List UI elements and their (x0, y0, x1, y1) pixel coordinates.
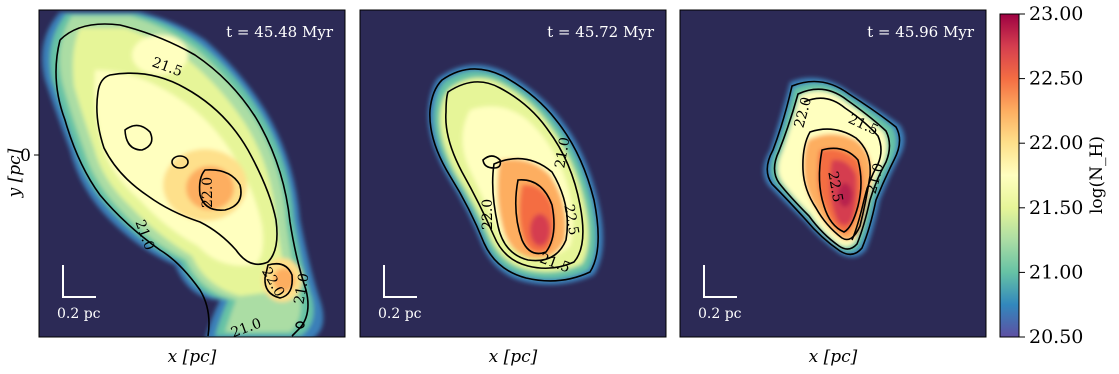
colorbar-tick-label: 21.50 (1029, 197, 1083, 219)
panel-3-contour-label: 22.5 (824, 170, 845, 203)
panel-3-frame (679, 9, 987, 338)
panel-1: t = 45.48 Myr 21.5 22.0 22.0 21.0 21.0 2… (5, 9, 346, 367)
panel-3-xlabel: x [pc] (809, 347, 858, 367)
panel-1-scale-label: 0.2 pc (57, 306, 101, 322)
panel-1-time-label: t = 45.48 Myr (226, 23, 334, 41)
panel-1-frame (38, 9, 346, 338)
panel-2: t = 45.72 Myr 21.0 22.0 22.5 21.5 0.2 pc… (359, 9, 667, 367)
panel-2-scale-label: 0.2 pc (378, 306, 422, 322)
colorbar: 23.00 22.50 22.00 21.50 21.00 20.50 log(N_H) (999, 3, 1107, 348)
panel-1-contour-label: 21.0 (291, 272, 312, 305)
panel-2-map (427, 64, 604, 285)
colorbar-tick-label: 20.50 (1029, 326, 1083, 348)
panel-2-frame (359, 9, 667, 338)
panel-1-ytick-label: 0 (20, 146, 31, 166)
panel-3-time-label: t = 45.96 Myr (867, 23, 975, 41)
panel-3-contour-label: 21.0 (864, 161, 888, 195)
panel-1-ylabel: y [pc] (5, 148, 25, 198)
panel-2-time-label: t = 45.72 Myr (547, 23, 655, 41)
panel-3-scale-label: 0.2 pc (698, 306, 742, 322)
panel-3: t = 45.96 Myr 22.0 21.5 22.5 21.0 0.2 pc… (679, 9, 987, 367)
colorbar-tick-label: 23.00 (1029, 3, 1083, 25)
panel-3-scale-bar: 0.2 pc (698, 265, 742, 322)
panel-2-contour-label: 22.5 (560, 203, 581, 236)
panel-1-contour-label: 22.0 (200, 177, 216, 208)
panel-1-map (42, 12, 324, 337)
colorbar-tick-label: 22.50 (1029, 68, 1083, 90)
panel-3-contour-label: 22.0 (792, 95, 816, 129)
panel-1-scale-bar: 0.2 pc (57, 265, 101, 322)
panel-2-xlabel: x [pc] (489, 347, 538, 367)
colorbar-ticks: 23.00 22.50 22.00 21.50 21.00 20.50 (1019, 3, 1083, 348)
colorbar-label: log(N_H) (1087, 136, 1107, 214)
colorbar-tick-label: 22.00 (1029, 132, 1083, 154)
panel-3-map (763, 77, 905, 258)
colorbar-gradient (999, 13, 1020, 338)
panel-2-contour-label: 22.0 (480, 199, 496, 230)
panel-2-contour-label: 21.0 (552, 136, 573, 169)
panel-2-scale-bar: 0.2 pc (378, 265, 422, 322)
colorbar-tick-label: 21.00 (1029, 261, 1083, 283)
panel-1-xlabel: x [pc] (168, 347, 217, 367)
